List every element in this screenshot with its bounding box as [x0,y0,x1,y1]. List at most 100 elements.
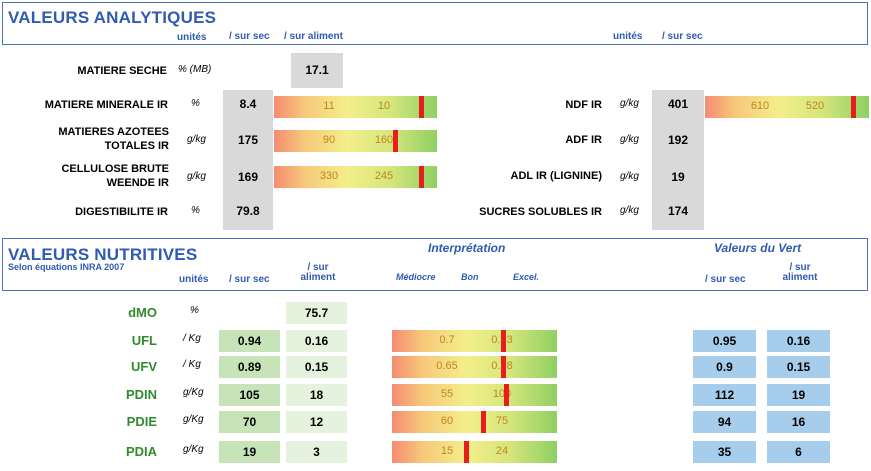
label-adf: ADF IR [565,134,602,146]
header-dry: / sur sec [229,31,270,42]
gauge-threshold-low: 90 [322,134,336,146]
gauge-marker [393,130,398,152]
value-pdin-fresh: 18 [286,384,347,406]
header-line-2: aliment [782,272,818,283]
label-line-2: TOTALES IR [104,140,169,152]
label-pdia: PDIA [125,444,157,459]
nut-header-units: unités [179,274,209,285]
label-ndf: NDF IR [565,99,602,111]
nutritive-title: VALEURS NUTRITIVES [8,245,198,264]
label-line-1: CELLULOSE BRUTE [61,163,169,175]
gauge-ndf: 610 520 [705,96,869,118]
gauge-marker [464,441,469,463]
value-pdie-fresh: 12 [286,411,347,433]
vert-header: Valeurs du Vert [714,241,802,255]
nutritive-subtitle: Selon équations INRA 2007 [8,262,125,272]
value-matiere-seche: 17.1 [305,63,329,77]
label-matieres-azotees: MATIERES AZOTEES TOTALES IR [20,125,169,153]
interp-bon: Bon [461,272,479,282]
unit-ufl: / Kg [183,333,201,344]
value-matiere-minerale: 8.4 [239,97,257,111]
unit-adl: g/kg [620,171,639,182]
analytical-title: VALEURS ANALYTIQUES [8,8,217,27]
value-pdin-dry: 105 [219,384,280,406]
value-matieres-azotees: 175 [237,133,259,147]
gauge-ufl: 0.7 0.83 [392,330,557,352]
gauge-marker [504,384,509,406]
label-adl: ADL IR (LIGNINE) [510,170,602,182]
value-pdin-vert-dry: 112 [693,384,756,406]
label-line-2: WEENDE IR [106,177,169,189]
value-pdia-dry: 19 [219,441,280,463]
unit-matiere-seche: % (MB) [178,64,212,75]
label-line-1: MATIERES AZOTEES [58,126,169,138]
gauge-threshold-low: 15 [440,445,454,457]
value-ufv-vert-fresh: 0.15 [767,356,830,378]
nut-header-dry: / sur sec [229,274,270,285]
gauge-threshold-low: 330 [319,170,339,182]
value-digestibilite: 79.8 [236,204,260,218]
gauge-threshold-low: 0.65 [436,360,458,372]
value-dmo: 75.7 [286,302,347,324]
dry-column-bg [223,90,273,230]
gauge-threshold-high: 245 [374,170,394,182]
value-pdin-vert-fresh: 19 [767,384,830,406]
label-matiere-minerale: MATIERE MINERALE IR [44,99,168,111]
gauge-threshold-high: 24 [495,445,509,457]
unit-digestibilite: % [191,205,200,216]
label-pdin: PDIN [125,387,157,402]
gauge-threshold-high: 10 [377,100,391,112]
value-pdie-dry: 70 [219,411,280,433]
unit-matieres-azotees: g/kg [187,134,206,145]
gauge-threshold-high: 100 [492,388,512,400]
vert-header-fresh: / sur aliment [775,263,825,283]
value-ufl-dry: 0.94 [219,330,280,352]
gauge-threshold-low: 610 [750,100,770,112]
value-pdia-fresh: 3 [286,441,347,463]
gauge-marker [419,96,424,118]
value-ufv-fresh: 0.15 [286,356,347,378]
unit-pdia: g/Kg [183,444,204,455]
gauge-marker [851,96,856,118]
nut-row-ufv: UFV / Kg 0.89 0.15 0.65 0.78 0.9 0.15 [0,356,871,379]
interpretation-header: Interprétation [428,241,506,255]
ms-box-bg [291,53,343,88]
unit-sucres-solubles: g/kg [620,205,639,216]
value-sucres-solubles: 174 [667,204,689,218]
nut-row-ufl: UFL / Kg 0.94 0.16 0.7 0.83 0.95 0.16 [0,330,871,353]
label-sucres-solubles: SUCRES SOLUBLES IR [479,206,602,218]
label-ufl: UFL [131,333,157,348]
gauge-matiere-minerale: 11 10 [274,96,437,118]
analytical-section-box [2,2,868,45]
dry-column-right-bg [652,90,704,230]
value-ndf: 401 [667,97,689,111]
interp-excel: Excel. [513,272,540,282]
nut-header-fresh: / sur aliment [293,263,343,283]
gauge-marker [501,356,506,378]
gauge-marker [419,166,424,188]
value-cellulose-brute: 169 [237,170,259,184]
interp-mediocre: Médiocre [396,272,436,282]
value-pdia-vert-fresh: 6 [767,441,830,463]
gauge-matieres-azotees: 90 160 [274,130,437,152]
header-line-1: / sur [789,262,811,273]
unit-dmo: % [190,305,199,316]
value-pdia-vert-dry: 35 [693,441,756,463]
unit-pdie: g/Kg [183,414,204,425]
gauge-cellulose-brute: 330 245 [274,166,437,188]
value-adl: 19 [671,170,685,184]
header-line-1: / sur [307,262,329,273]
value-ufl-vert-fresh: 0.16 [767,330,830,352]
unit-pdin: g/Kg [183,387,204,398]
label-dmo: dMO [128,305,157,320]
nutritive-section-box [2,238,868,291]
header-dry-right: / sur sec [662,31,703,42]
gauge-marker [501,330,506,352]
header-line-2: aliment [300,272,336,283]
vert-header-dry: / sur sec [705,274,746,285]
label-matiere-seche: MATIERE SECHE [77,65,167,77]
label-pdie: PDIE [126,414,157,429]
gauge-threshold-high: 160 [374,134,394,146]
gauge-threshold-high: 520 [805,100,825,112]
value-pdie-vert-fresh: 16 [767,411,830,433]
